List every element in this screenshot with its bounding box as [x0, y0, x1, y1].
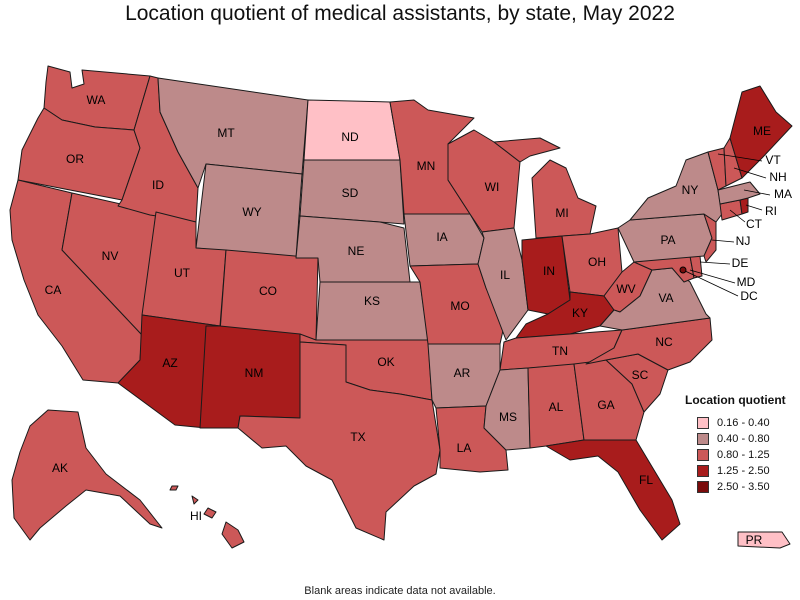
label-tn: TN [552, 344, 568, 358]
label-ar: AR [454, 366, 471, 380]
legend-swatch [697, 449, 709, 461]
state-ks [315, 281, 429, 341]
label-la: LA [457, 441, 472, 455]
label-ks: KS [364, 294, 380, 308]
label-nm: NM [245, 366, 264, 380]
label-vt: VT [765, 153, 781, 167]
legend-title: Location quotient [685, 393, 786, 407]
label-ga: GA [597, 398, 614, 412]
label-id: ID [152, 178, 164, 192]
label-nj: NJ [736, 234, 751, 248]
label-pr: PR [746, 533, 763, 547]
legend-label: 2.50 - 3.50 [717, 481, 770, 493]
label-mo: MO [450, 299, 469, 313]
state-va [599, 267, 711, 331]
leader-vt [717, 153, 763, 162]
label-ak: AK [52, 461, 68, 475]
label-md: MD [737, 275, 756, 289]
label-al: AL [549, 400, 564, 414]
map-title: Location quotient of medical assistants,… [125, 2, 675, 25]
legend-label: 0.16 - 0.40 [717, 417, 770, 429]
label-ok: OK [377, 355, 394, 369]
label-nh: NH [769, 170, 786, 184]
label-ms: MS [499, 410, 517, 424]
label-wa: WA [87, 93, 106, 107]
legend-label: 0.80 - 1.25 [717, 449, 770, 461]
leader-ct [729, 209, 746, 223]
state-ma [717, 181, 761, 205]
state-fl [545, 439, 681, 541]
label-pa: PA [660, 233, 675, 247]
label-nd: ND [341, 130, 359, 144]
label-mn: MN [417, 159, 436, 173]
state-sd [299, 159, 405, 225]
legend-label: 1.25 - 2.50 [717, 465, 770, 477]
state-tx [237, 341, 441, 541]
label-wv: WV [616, 282, 635, 296]
legend-swatch [697, 417, 709, 429]
label-oh: OH [588, 255, 606, 269]
state-ak [11, 409, 163, 541]
label-tx: TX [350, 430, 365, 444]
label-ut: UT [174, 266, 191, 280]
footnote: Blank areas indicate data not available. [304, 585, 496, 597]
state-il [477, 227, 529, 341]
state-pr [737, 531, 791, 549]
legend-item: 2.50 - 3.50 [685, 479, 800, 495]
label-sd: SD [342, 186, 359, 200]
label-ri: RI [765, 204, 777, 218]
legend-item: 1.25 - 2.50 [685, 463, 800, 479]
state-me [729, 85, 793, 179]
label-il: IL [500, 268, 510, 282]
legend-item: 0.80 - 1.25 [685, 447, 800, 463]
leader-de [699, 261, 731, 265]
legend-item: 0.40 - 0.80 [685, 431, 800, 447]
legend-swatch [697, 465, 709, 477]
leader-md [689, 269, 736, 284]
label-ma: MA [774, 187, 792, 201]
label-ne: NE [348, 244, 365, 258]
label-in: IN [543, 264, 555, 278]
state-ny [629, 151, 723, 223]
label-de: DE [732, 256, 749, 270]
label-dc: DC [740, 289, 758, 303]
label-ct: CT [746, 217, 763, 231]
legend-swatch [697, 433, 709, 445]
legend-swatch [697, 481, 709, 493]
label-az: AZ [162, 356, 177, 370]
label-hi: HI [190, 509, 202, 523]
state-ri [739, 197, 749, 215]
label-sc: SC [632, 368, 649, 382]
label-nc: NC [655, 335, 673, 349]
leader-dc [682, 269, 739, 297]
leader-nj [711, 239, 735, 243]
legend: Location quotient 0.16 - 0.40 0.40 - 0.8… [685, 393, 800, 495]
label-me: ME [753, 124, 771, 138]
label-ny: NY [682, 183, 699, 197]
legend-item: 0.16 - 0.40 [685, 415, 800, 431]
leader-ma [743, 189, 771, 196]
label-wi: WI [485, 180, 500, 194]
label-nv: NV [102, 249, 119, 263]
state-hi [169, 485, 245, 549]
label-fl: FL [639, 473, 653, 487]
label-mi: MI [555, 206, 568, 220]
leader-nh [733, 167, 767, 179]
state-nc [585, 317, 713, 371]
label-va: VA [658, 291, 673, 305]
label-ca: CA [45, 283, 62, 297]
label-mt: MT [217, 126, 235, 140]
label-ia: IA [436, 230, 447, 244]
label-co: CO [259, 284, 277, 298]
dc-marker [679, 266, 687, 274]
label-ky: KY [572, 306, 588, 320]
legend-label: 0.40 - 0.80 [717, 433, 770, 445]
label-or: OR [66, 152, 84, 166]
leader-ri [745, 204, 763, 211]
label-wy: WY [242, 205, 261, 219]
